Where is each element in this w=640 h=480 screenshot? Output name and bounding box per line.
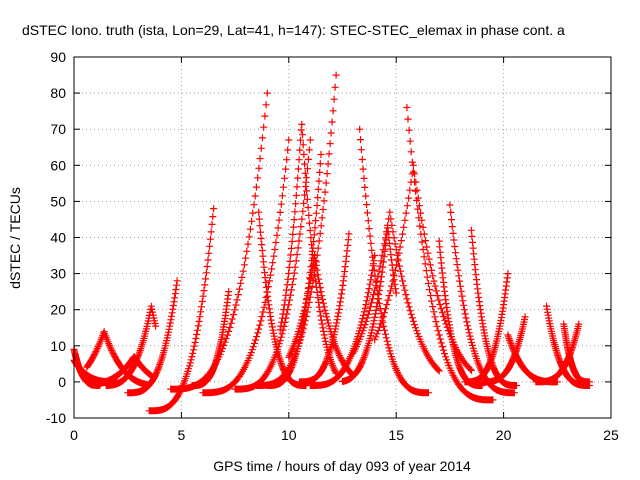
series-arc-9 [199, 136, 293, 397]
series-arc-31 [371, 161, 475, 374]
y-tick-label: 60 [50, 157, 66, 173]
series-arc-14 [255, 208, 310, 389]
y-tick-label: 70 [50, 121, 66, 137]
x-tick-label: 20 [496, 427, 512, 443]
x-tick-label: 5 [178, 427, 186, 443]
series-arc-6 [124, 277, 181, 397]
series-arc-30 [349, 208, 443, 375]
y-tick-label: 30 [50, 266, 66, 282]
series-arc-24 [461, 270, 512, 386]
y-tick-label: -10 [46, 410, 66, 426]
series-arc-20 [403, 104, 497, 404]
x-tick-label: 10 [281, 427, 297, 443]
y-tick-label: 10 [50, 338, 66, 354]
x-tick-label: 25 [603, 427, 619, 443]
chart-title: dSTEC Iono. truth (ista, Lon=29, Lat=41,… [22, 22, 565, 38]
x-axis-label: GPS time / hours of day 093 of year 2014 [213, 458, 471, 474]
y-tick-label: 20 [50, 302, 66, 318]
data-points [70, 71, 593, 415]
series-arc-19 [339, 224, 400, 385]
y-axis-label: dSTEC / TECUs [7, 187, 23, 289]
y-tick-label: 90 [50, 49, 66, 65]
y-tick-label: 40 [50, 230, 66, 246]
x-tick-label: 15 [388, 427, 404, 443]
y-tick-label: 0 [58, 374, 66, 390]
series-arc-8 [188, 288, 233, 389]
series-arc-27 [543, 302, 593, 389]
series-arc-29 [560, 320, 593, 386]
y-tick-label: 50 [50, 193, 66, 209]
series-arc-5 [145, 205, 218, 415]
y-tick-label: 80 [50, 85, 66, 101]
x-tick-label: 0 [70, 427, 78, 443]
series-arc-4 [102, 302, 160, 389]
series-arc-15 [276, 120, 340, 377]
